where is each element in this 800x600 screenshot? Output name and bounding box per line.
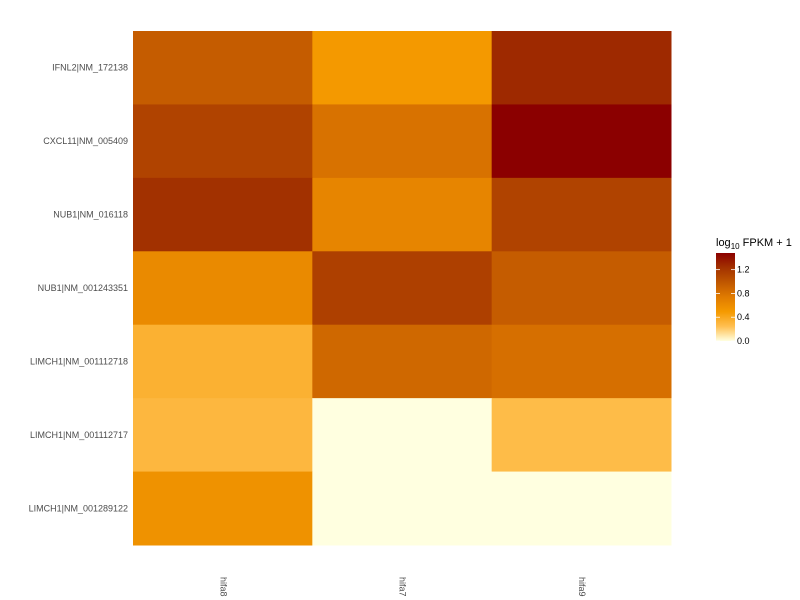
row-label: NUB1|NM_016118 [53,210,128,220]
heatmap-cell [133,104,313,179]
column-labels: hifa8 hifa7 hifa9 [218,577,587,597]
row-label: LIMCH1|NM_001289122 [29,503,128,513]
heatmap-cell [133,471,313,546]
heatmap-cells [133,31,672,546]
heatmap-cell [133,177,313,252]
heatmap-cell [133,251,313,326]
heatmap-cell [312,251,493,326]
heatmap-cell [491,398,672,473]
heatmap-cell [491,324,672,399]
colorbar-legend: log10 FPKM + 1 0.0 0.4 0.8 1.2 [716,237,792,346]
heatmap-cell [312,398,493,473]
row-labels: IFNL2|NM_172138 CXCL11|NM_005409 NUB1|NM_0… [29,63,128,514]
colorbar-ticks: 0.0 0.4 0.8 1.2 [716,265,750,346]
colorbar-gradient [716,253,735,341]
heatmap-cell [491,251,672,326]
heatmap-cell [491,177,672,252]
row-label: CXCL11|NM_005409 [43,136,128,146]
heatmap-cell [491,471,672,546]
row-label: NUB1|NM_001243351 [38,283,128,293]
heatmap-cell [133,324,313,399]
heatmap-cell [491,104,672,179]
heatmap-cell [312,324,493,399]
heatmap-cell [491,31,672,105]
heatmap-cell [133,31,313,105]
colorbar-tick-label: 1.2 [737,265,750,275]
colorbar-tick-label: 0.8 [737,288,750,298]
heatmap-cell [312,31,493,105]
colorbar-tick-label: 0.0 [737,336,750,346]
column-label: hifa7 [398,577,408,597]
row-label: IFNL2|NM_172138 [52,63,128,73]
row-label: LIMCH1|NM_001112717 [30,430,128,440]
row-label: LIMCH1|NM_001112718 [30,356,128,366]
colorbar-title: log10 FPKM + 1 [716,237,792,251]
column-label: hifa9 [577,577,587,597]
heatmap-cell [312,471,493,546]
column-label: hifa8 [218,577,228,597]
heatmap-cell [133,398,313,473]
heatmap-cell [312,177,493,252]
heatmap-cell [312,104,493,179]
colorbar-tick-label: 0.4 [737,312,750,322]
